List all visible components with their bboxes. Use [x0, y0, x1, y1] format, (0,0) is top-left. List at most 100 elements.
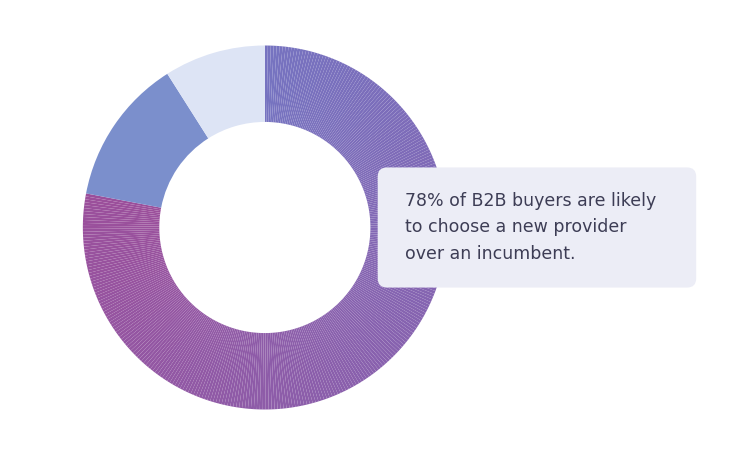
Wedge shape [194, 324, 225, 396]
Wedge shape [338, 302, 394, 358]
Wedge shape [170, 318, 211, 384]
Wedge shape [84, 242, 160, 256]
Text: 78% of B2B buyers are likely
to choose a new provider
over an incumbent.: 78% of B2B buyers are likely to choose a… [405, 192, 656, 263]
Wedge shape [315, 67, 353, 135]
Wedge shape [370, 236, 446, 245]
Wedge shape [84, 238, 160, 250]
Wedge shape [287, 330, 307, 405]
Wedge shape [362, 268, 433, 299]
Wedge shape [276, 332, 287, 409]
Wedge shape [367, 177, 440, 200]
Wedge shape [329, 83, 378, 145]
Wedge shape [307, 61, 340, 131]
Wedge shape [210, 328, 235, 402]
Wedge shape [196, 325, 227, 397]
Wedge shape [85, 244, 161, 258]
Wedge shape [277, 47, 288, 123]
Wedge shape [95, 265, 167, 296]
Wedge shape [89, 254, 163, 276]
Wedge shape [242, 332, 253, 409]
Wedge shape [339, 99, 395, 154]
Wedge shape [282, 48, 297, 124]
Wedge shape [291, 329, 313, 404]
Wedge shape [348, 292, 409, 340]
Wedge shape [96, 267, 168, 298]
Wedge shape [368, 189, 443, 207]
Wedge shape [273, 46, 282, 122]
Wedge shape [208, 328, 233, 401]
Wedge shape [152, 311, 201, 373]
Wedge shape [364, 163, 436, 192]
Wedge shape [135, 301, 191, 357]
Wedge shape [102, 275, 171, 312]
Wedge shape [370, 200, 445, 213]
Wedge shape [335, 305, 387, 364]
Wedge shape [362, 157, 434, 188]
Wedge shape [359, 147, 429, 182]
Wedge shape [84, 233, 160, 241]
Wedge shape [185, 323, 220, 393]
Wedge shape [84, 237, 160, 247]
Wedge shape [337, 95, 391, 152]
Wedge shape [350, 288, 413, 335]
Wedge shape [354, 283, 420, 326]
Wedge shape [146, 307, 197, 367]
Wedge shape [167, 317, 210, 383]
Wedge shape [369, 197, 445, 212]
Wedge shape [83, 223, 160, 227]
Wedge shape [92, 261, 165, 287]
Wedge shape [308, 62, 343, 132]
Wedge shape [321, 73, 364, 139]
Wedge shape [336, 92, 389, 150]
Wedge shape [327, 81, 375, 144]
Wedge shape [349, 116, 411, 165]
Wedge shape [368, 249, 443, 268]
Wedge shape [216, 329, 238, 404]
Wedge shape [369, 243, 445, 257]
Wedge shape [245, 333, 255, 409]
Wedge shape [351, 287, 415, 333]
Wedge shape [87, 251, 163, 270]
Wedge shape [270, 46, 276, 122]
Wedge shape [361, 152, 432, 185]
Wedge shape [302, 325, 333, 398]
Wedge shape [272, 333, 281, 409]
Wedge shape [330, 310, 378, 371]
Wedge shape [358, 142, 426, 179]
Wedge shape [352, 124, 416, 169]
Wedge shape [90, 257, 164, 282]
Wedge shape [289, 330, 310, 404]
Wedge shape [299, 55, 326, 128]
Wedge shape [298, 327, 324, 400]
Wedge shape [83, 230, 160, 235]
Wedge shape [319, 317, 361, 383]
Wedge shape [139, 304, 193, 361]
Wedge shape [162, 315, 207, 379]
Wedge shape [108, 281, 174, 322]
Wedge shape [279, 47, 291, 123]
Wedge shape [307, 324, 341, 394]
Wedge shape [350, 119, 412, 166]
Wedge shape [115, 287, 178, 332]
Wedge shape [366, 256, 440, 280]
Wedge shape [91, 259, 165, 284]
Wedge shape [285, 331, 302, 406]
Wedge shape [86, 249, 162, 267]
Wedge shape [370, 215, 446, 222]
Wedge shape [370, 224, 447, 227]
Wedge shape [319, 71, 361, 138]
Wedge shape [365, 172, 439, 197]
Wedge shape [355, 134, 422, 175]
Wedge shape [219, 329, 239, 404]
Wedge shape [325, 78, 371, 142]
Wedge shape [231, 331, 247, 407]
Wedge shape [141, 305, 194, 363]
Wedge shape [346, 294, 406, 345]
Wedge shape [83, 220, 160, 225]
Wedge shape [301, 326, 330, 399]
Wedge shape [84, 202, 160, 215]
Wedge shape [116, 288, 180, 334]
Wedge shape [361, 269, 432, 302]
Wedge shape [311, 64, 348, 134]
Wedge shape [177, 320, 216, 389]
